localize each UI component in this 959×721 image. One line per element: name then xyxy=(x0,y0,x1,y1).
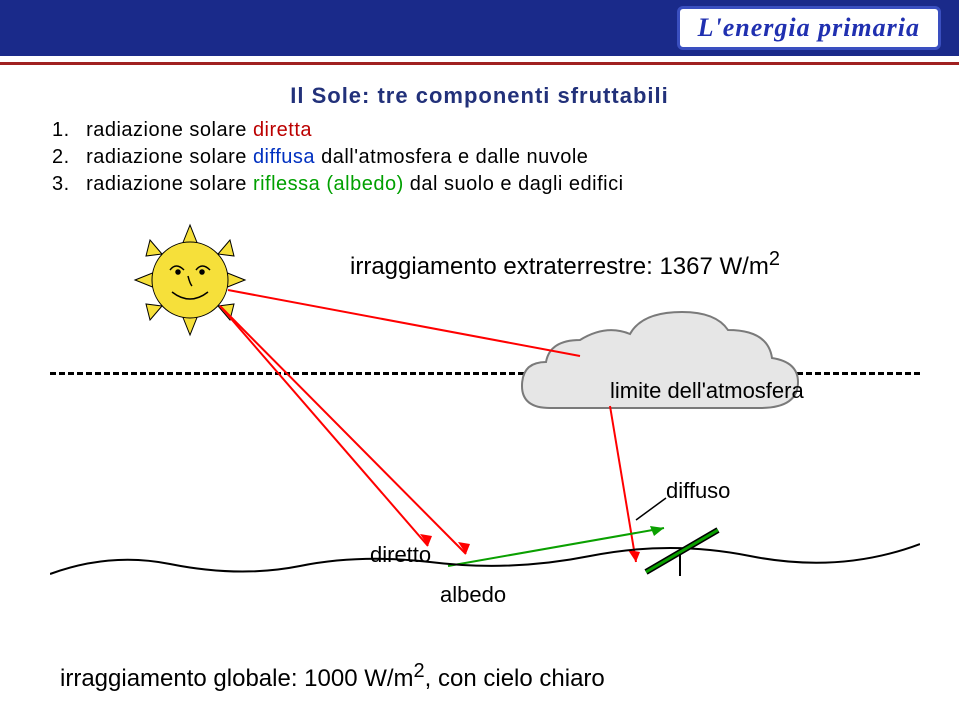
item-number: 3. xyxy=(52,173,80,196)
label-text: irraggiamento globale: 1000 W/m xyxy=(60,665,414,692)
label-rest: , con cielo chiaro xyxy=(425,665,605,692)
albedo-label: albedo xyxy=(440,582,506,608)
item-prefix: radiazione solare xyxy=(86,173,253,195)
list-item: 2. radiazione solare diffusa dall'atmosf… xyxy=(52,146,911,169)
header-bar: L'energia primaria xyxy=(0,0,959,56)
item-prefix: radiazione solare xyxy=(86,119,253,141)
diagram: irraggiamento extraterrestre: 1367 W/m2 … xyxy=(50,220,920,700)
item-colored: diffusa xyxy=(253,146,315,168)
diretto-label: diretto xyxy=(370,542,431,568)
item-suffix: dall'atmosfera e dalle nuvole xyxy=(315,146,588,168)
global-irradiance-label: irraggiamento globale: 1000 W/m2, con ci… xyxy=(60,660,605,693)
subtitle: Il Sole: tre componenti sfruttabili xyxy=(48,83,911,109)
item-colored: diretta xyxy=(253,119,312,141)
item-suffix: dal suolo e dagli edifici xyxy=(404,173,624,195)
diffuso-label: diffuso xyxy=(666,478,730,504)
label-sup: 2 xyxy=(414,660,425,682)
solar-panel-icon xyxy=(646,530,718,576)
header-title: L'energia primaria xyxy=(677,6,941,50)
radiation-rays xyxy=(220,290,640,562)
item-number: 1. xyxy=(52,119,80,142)
diagram-svg xyxy=(50,220,920,700)
list-item: 1. radiazione solare diretta xyxy=(52,119,911,142)
item-prefix: radiazione solare xyxy=(86,146,253,168)
atmosphere-label: limite dell'atmosfera xyxy=(610,378,804,404)
diffuse-leader xyxy=(636,498,666,520)
item-number: 2. xyxy=(52,146,80,169)
label-sup: 2 xyxy=(769,248,780,270)
item-colored: riflessa (albedo) xyxy=(253,173,404,195)
label-text: irraggiamento extraterrestre: 1367 W/m xyxy=(350,253,769,280)
extraterrestrial-label: irraggiamento extraterrestre: 1367 W/m2 xyxy=(350,248,780,281)
components-list: 1. radiazione solare diretta 2. radiazio… xyxy=(48,119,911,196)
sun-icon xyxy=(152,242,228,318)
list-item: 3. radiazione solare riflessa (albedo) d… xyxy=(52,173,911,196)
content-area: Il Sole: tre componenti sfruttabili 1. r… xyxy=(0,65,959,196)
